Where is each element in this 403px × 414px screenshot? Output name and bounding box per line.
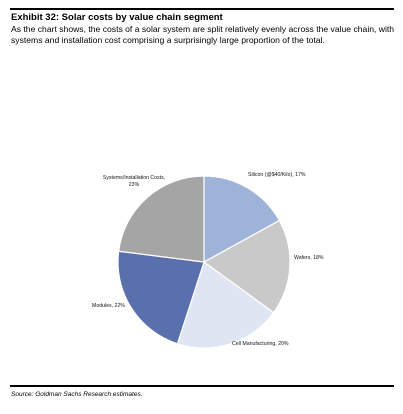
bottom-rule (10, 385, 394, 387)
pie-label-0: Silicon (@$40/Kilo), 17% (248, 172, 306, 178)
pie-label-2: Cell Manufacturing, 20% (232, 341, 289, 347)
pie-slice-1 (202, 219, 291, 314)
pie-label-4: Systems/Installation Costs, 23% (103, 175, 165, 188)
exhibit-description: As the chart shows, the costs of a solar… (11, 24, 395, 45)
pie-label-1: Wafers, 18% (294, 255, 324, 261)
pie-slice-3 (117, 250, 205, 345)
exhibit-title: Exhibit 32: Solar costs by value chain s… (11, 12, 223, 23)
pie-slice-2 (176, 261, 275, 349)
pie-label-3: Modules, 22% (92, 303, 125, 309)
source-note: Source: Goldman Sachs Research estimates… (11, 391, 143, 398)
top-rule (10, 8, 394, 10)
pie-slice-4 (118, 175, 205, 263)
pie-labels: Silicon (@$40/Kilo), 17% Wafers, 18% Cell … (92, 172, 324, 347)
pie-slice-0 (203, 175, 281, 264)
pie-slices (117, 175, 291, 349)
